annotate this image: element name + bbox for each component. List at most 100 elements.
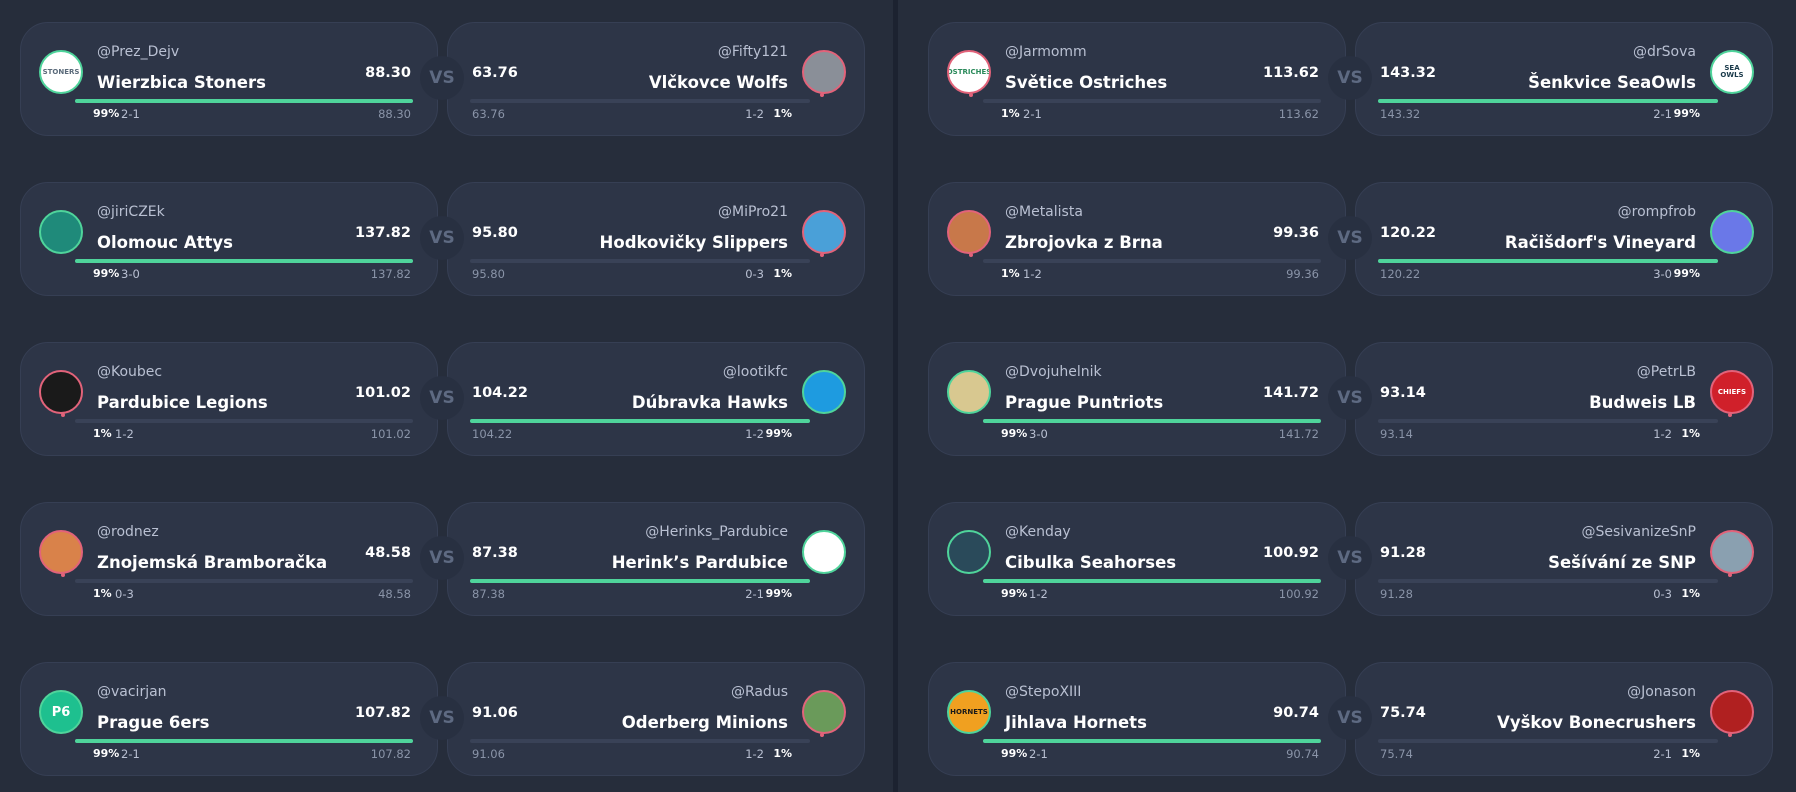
owner-username[interactable]: @rompfrob [1617,204,1696,220]
home-team-card[interactable]: HORNETS @StepoXIII Jihlava Hornets 90.74… [928,662,1346,776]
team-name[interactable]: Račišdorf's Vineyard [1504,233,1696,252]
away-team-card[interactable]: @rompfrob Račišdorf's Vineyard 120.22 99… [1355,182,1773,296]
win-probability: 1% [1681,747,1700,760]
team-name[interactable]: Hodkovičky Slippers [599,233,788,252]
owner-username[interactable]: @jiriCZEk [97,204,165,220]
away-team-card[interactable]: CHIEFS @PetrLB Budweis LB 93.14 1% 1-2 9… [1355,342,1773,456]
owner-username[interactable]: @PetrLB [1636,364,1696,380]
win-probability-fill [1378,99,1718,103]
away-team-card[interactable]: @MiPro21 Hodkovičky Slippers 95.80 1% 0-… [447,182,865,296]
home-team-card[interactable]: @Koubec Pardubice Legions 101.02 1% 1-2 … [20,342,438,456]
owner-username[interactable]: @SesivanizeSnP [1581,524,1696,540]
team-record: 3-0 [1653,267,1672,281]
owner-username[interactable]: @Koubec [97,364,163,380]
owner-username[interactable]: @Jonason [1627,684,1696,700]
team-logo-text: P6 [51,704,71,720]
win-probability: 1% [1681,427,1700,440]
team-name[interactable]: Pardubice Legions [97,393,268,412]
owner-username[interactable]: @Dvojuhelnik [1005,364,1102,380]
matchup[interactable]: OSTRICHES @Jarmomm Světice Ostriches 113… [928,22,1792,138]
team-name[interactable]: Herink’s Pardubice [611,553,788,572]
home-team-card[interactable]: STONERS @Prez_Dejv Wierzbica Stoners 88.… [20,22,438,136]
team-score: 93.14 [1380,385,1426,401]
team-name[interactable]: Wierzbica Stoners [97,73,266,92]
team-score: 87.38 [472,545,518,561]
team-name[interactable]: Sešívání ze SNP [1548,553,1696,572]
matchup[interactable]: P6 @vacirjan Prague 6ers 107.82 99% 2-1 … [20,662,884,778]
home-team-card[interactable]: OSTRICHES @Jarmomm Světice Ostriches 113… [928,22,1346,136]
lose-indicator-dot [1728,733,1732,737]
lose-indicator-dot [820,733,824,737]
team-name[interactable]: Znojemská Bramboračka [97,553,328,572]
owner-username[interactable]: @vacirjan [97,684,167,700]
team-name[interactable]: Cibulka Seahorses [1005,553,1177,572]
matchup[interactable]: @Dvojuhelnik Prague Puntriots 141.72 99%… [928,342,1792,458]
stoners-logo-icon: STONERS [39,50,83,94]
team-score: 88.30 [365,65,411,81]
team-name[interactable]: Světice Ostriches [1005,73,1168,92]
team-record: 2-1 [121,747,140,761]
home-team-card[interactable]: @Metalista Zbrojovka z Brna 99.36 1% 1-2… [928,182,1346,296]
team-name[interactable]: Jihlava Hornets [1005,713,1147,732]
minion-logo-icon [802,690,846,734]
team-name[interactable]: Prague Puntriots [1005,393,1164,412]
team-name[interactable]: Zbrojovka z Brna [1005,233,1163,252]
owner-username[interactable]: @lootikfc [722,364,788,380]
owner-username[interactable]: @rodnez [97,524,159,540]
matchup[interactable]: @rodnez Znojemská Bramboračka 48.58 1% 0… [20,502,884,618]
owner-username[interactable]: @MiPro21 [718,204,788,220]
matchup[interactable]: @Koubec Pardubice Legions 101.02 1% 1-2 … [20,342,884,458]
owner-username[interactable]: @drSova [1633,44,1696,60]
team-name[interactable]: Vyškov Bonecrushers [1497,713,1696,732]
team-name[interactable]: Budweis LB [1589,393,1696,412]
team-name[interactable]: Prague 6ers [97,713,210,732]
away-team-card[interactable]: @SesivanizeSnP Sešívání ze SNP 91.28 1% … [1355,502,1773,616]
away-team-card[interactable]: SEA OWLS @drSova Šenkvice SeaOwls 143.32… [1355,22,1773,136]
matchup[interactable]: STONERS @Prez_Dejv Wierzbica Stoners 88.… [20,22,884,138]
home-team-card[interactable]: @rodnez Znojemská Bramboračka 48.58 1% 0… [20,502,438,616]
away-team-card[interactable]: @Herinks_Pardubice Herink’s Pardubice 87… [447,502,865,616]
owner-username[interactable]: @Kenday [1005,524,1071,540]
win-probability-bar [1378,419,1718,423]
team-name[interactable]: Dúbravka Hawks [631,393,788,412]
owner-username[interactable]: @StepoXIII [1005,684,1082,700]
projected-points: 63.76 [472,107,505,121]
team-record: 0-3 [115,587,134,601]
team-name[interactable]: Oderberg Minions [621,713,788,732]
owner-username[interactable]: @Radus [730,684,788,700]
matchup[interactable]: @jiriCZEk Olomouc Attys 137.82 99% 3-0 1… [20,182,884,298]
away-team-card[interactable]: @Jonason Vyškov Bonecrushers 75.74 1% 2-… [1355,662,1773,776]
home-team-card[interactable]: P6 @vacirjan Prague 6ers 107.82 99% 2-1 … [20,662,438,776]
matchup[interactable]: @Kenday Cibulka Seahorses 100.92 99% 1-2… [928,502,1792,618]
team-name[interactable]: Šenkvice SeaOwls [1528,73,1696,92]
team-name[interactable]: Olomouc Attys [97,233,233,252]
home-team-card[interactable]: @Kenday Cibulka Seahorses 100.92 99% 1-2… [928,502,1346,616]
projected-points: 107.82 [370,747,411,761]
attys-logo-icon [39,210,83,254]
team-name[interactable]: Vlčkovce Wolfs [648,73,788,92]
rooster-logo-icon [802,210,846,254]
team-score: 141.72 [1263,385,1319,401]
owner-username[interactable]: @Herinks_Pardubice [645,524,788,540]
win-probability: 99% [93,107,120,120]
team-logo-text: HORNETS [950,707,988,716]
hornet-logo-icon: HORNETS [947,690,991,734]
projected-points: 91.06 [472,747,505,761]
team-record: 1-2 [1029,587,1048,601]
owner-username[interactable]: @Prez_Dejv [97,44,180,60]
away-team-card[interactable]: @Fifty121 Vlčkovce Wolfs 63.76 1% 1-2 63… [447,22,865,136]
matchup[interactable]: @Metalista Zbrojovka z Brna 99.36 1% 1-2… [928,182,1792,298]
owner-username[interactable]: @Jarmomm [1005,44,1087,60]
matchup[interactable]: HORNETS @StepoXIII Jihlava Hornets 90.74… [928,662,1792,778]
owner-username[interactable]: @Fifty121 [717,44,788,60]
win-probability-bar [983,579,1321,583]
team-logo-text: SEA OWLS [1720,64,1744,79]
owner-username[interactable]: @Metalista [1005,204,1083,220]
win-probability: 99% [1001,587,1028,600]
win-probability-bar [470,579,810,583]
away-team-card[interactable]: @Radus Oderberg Minions 91.06 1% 1-2 91.… [447,662,865,776]
home-team-card[interactable]: @Dvojuhelnik Prague Puntriots 141.72 99%… [928,342,1346,456]
away-team-card[interactable]: @lootikfc Dúbravka Hawks 104.22 99% 1-2 … [447,342,865,456]
team-score: 113.62 [1263,65,1319,81]
home-team-card[interactable]: @jiriCZEk Olomouc Attys 137.82 99% 3-0 1… [20,182,438,296]
